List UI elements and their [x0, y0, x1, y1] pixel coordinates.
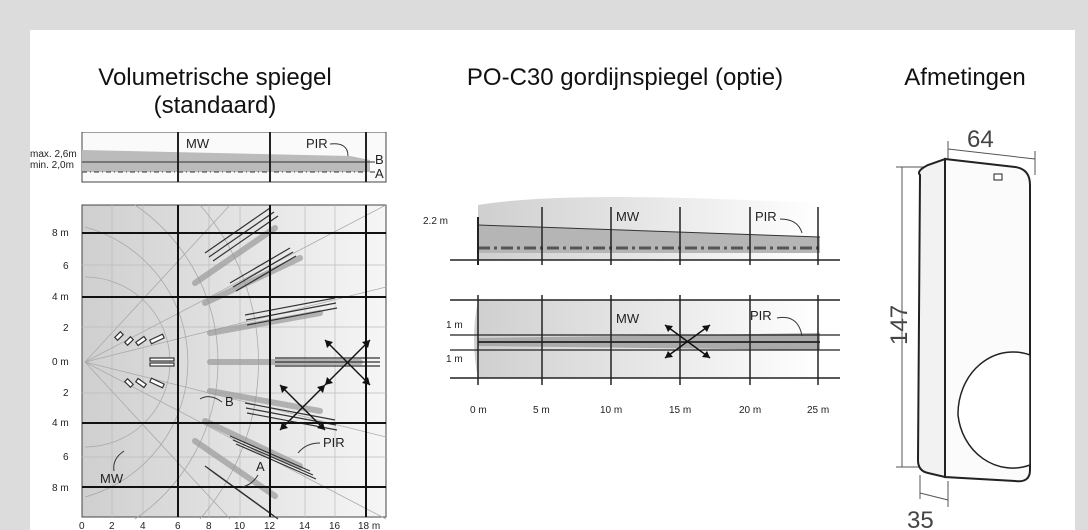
curtain-top-grid	[477, 295, 819, 385]
top-mw-label: MW	[100, 471, 124, 486]
side-min-label: min. 2,0m	[30, 160, 74, 171]
movement-arrowheads	[280, 340, 370, 430]
y-tick-4m-bottom: 4 m	[52, 418, 69, 429]
y-tick-6-top: 6	[63, 261, 69, 272]
beam-zones-outer	[204, 207, 380, 520]
x-tick-0: 0	[79, 521, 85, 530]
curtain-side-coverage	[478, 225, 820, 253]
x-tick-14: 14	[299, 521, 311, 530]
curtain-top-pir: PIR	[750, 308, 772, 323]
curtain-side-grid	[541, 207, 819, 265]
curtain-side-mw: MW	[616, 209, 640, 224]
x-tick-8: 8	[206, 521, 212, 530]
dim-width-label: 64	[967, 126, 994, 153]
title-volumetric-line2: (standaard)	[153, 92, 277, 119]
side-mw-label: MW	[186, 136, 210, 151]
x-tick-18m: 18 m	[358, 521, 380, 530]
top-b-leader	[199, 396, 223, 403]
y-tick-0m: 0 m	[52, 357, 69, 368]
top-b-label: B	[225, 394, 234, 409]
y-tick-8m-top: 8 m	[52, 228, 69, 239]
title-volumetric: Volumetrische spiegel (standaard)	[50, 64, 380, 120]
x-tick-6: 6	[175, 521, 181, 530]
y-tick-8m-bottom: 8 m	[52, 483, 69, 494]
y-tick-6-bottom: 6	[63, 452, 69, 463]
top-view-main-grid	[82, 205, 386, 517]
movement-arrows	[279, 339, 371, 431]
curtain-top-mw: MW	[616, 311, 640, 326]
curtain-top-pir-leader	[776, 316, 803, 337]
side-max-label: max. 2,6m	[30, 149, 77, 160]
y-tick-2-bottom: 2	[63, 388, 69, 399]
side-b-label: B	[375, 152, 384, 167]
title-volumetric-line1: Volumetrische spiegel	[98, 64, 332, 91]
curtain-x-tick-10: 10 m	[600, 405, 622, 416]
y-tick-4m-top: 4 m	[52, 292, 69, 303]
dimensions-drawing: 64 147 35	[886, 126, 1036, 530]
curtain-side-pir-leader	[779, 218, 803, 234]
curtain-x-tick-15: 15 m	[669, 405, 691, 416]
title-curtain: PO-C30 gordijnspiegel (optie)	[466, 64, 784, 91]
curtain-side-view: 2.2 m MW PIR	[423, 197, 840, 265]
x-tick-10: 10	[234, 521, 246, 530]
curtain-top-arrowheads	[665, 325, 710, 358]
top-pir-label: PIR	[323, 435, 345, 450]
curtain-y-tick-upper: 1 m	[446, 320, 463, 331]
x-tick-16: 16	[329, 521, 341, 530]
top-a-label: A	[256, 459, 265, 474]
housing-side	[916, 157, 946, 479]
side-coverage-zone	[82, 150, 370, 172]
top-mw-leader	[113, 450, 125, 472]
x-tick-2: 2	[109, 521, 115, 530]
dim-depth-label: 35	[907, 507, 934, 530]
x-tick-12: 12	[264, 521, 276, 530]
curtain-x-tick-5: 5 m	[533, 405, 550, 416]
curtain-side-pir: PIR	[755, 209, 777, 224]
side-pir-label: PIR	[306, 136, 328, 151]
curtain-y-tick-lower: 1 m	[446, 354, 463, 365]
y-tick-2-top: 2	[63, 323, 69, 334]
curtain-side-top-line	[477, 224, 821, 238]
dim-width-line	[947, 148, 1036, 160]
curtain-top-arrows	[664, 324, 711, 359]
side-a-label: A	[375, 166, 384, 181]
volumetric-top-view: 8 m 6 4 m 2 0 m 2 4 m 6 8 m 0 2 4 6 8 10…	[52, 204, 387, 530]
near-field-segments	[113, 330, 175, 389]
curtain-top-view: 1 m 1 m MW PIR 0 m 5 m 10 m 15 m 20 m 25…	[446, 295, 840, 416]
volumetric-side-view: max. 2,6m min. 2,0m MW PIR B A	[30, 132, 387, 183]
curtain-x-tick-25: 25 m	[807, 405, 829, 416]
curtain-x-tick-0: 0 m	[470, 405, 487, 416]
curtain-height-label: 2.2 m	[423, 216, 448, 227]
curtain-x-tick-20: 20 m	[739, 405, 761, 416]
top-a-leader	[241, 474, 259, 488]
dim-depth-line	[919, 492, 949, 501]
x-tick-4: 4	[140, 521, 146, 530]
side-pir-leader	[329, 143, 349, 157]
housing-led	[993, 173, 1003, 181]
dim-height-label: 147	[886, 305, 913, 345]
title-dimensions: Afmetingen	[904, 64, 1026, 91]
housing-lens	[957, 351, 1031, 469]
top-pir-leader	[297, 442, 321, 454]
